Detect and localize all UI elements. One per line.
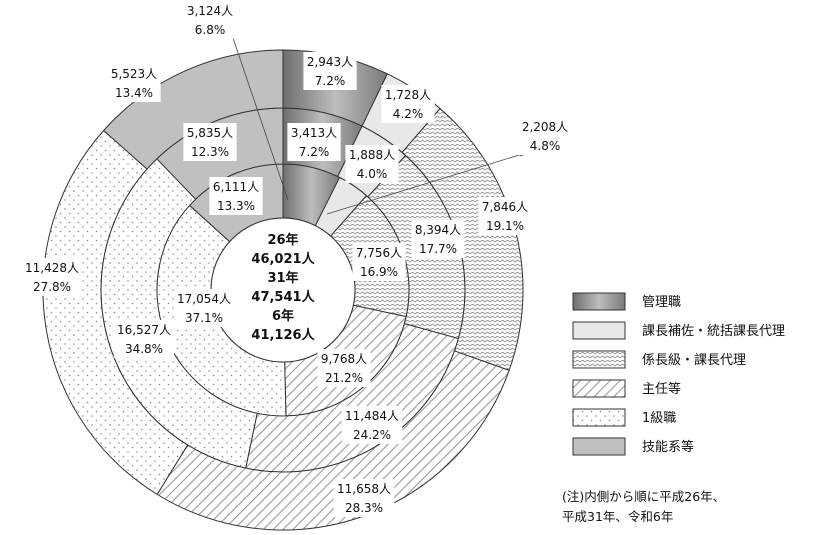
data-label-26年-4: 9,768人 21.2% bbox=[317, 349, 371, 387]
data-label-31年-3-bg bbox=[411, 220, 465, 258]
data-label-31年-6: 5,835人 12.3% bbox=[183, 123, 237, 161]
data-label-31年-5-pct: 34.8% bbox=[125, 342, 163, 356]
data-label-31年-2-bg bbox=[518, 117, 572, 155]
data-label-26年-3: 7,756人 16.9% bbox=[352, 243, 406, 281]
data-label-6年-5-pct: 27.8% bbox=[33, 280, 71, 294]
data-label-26年-4-pct: 21.2% bbox=[325, 371, 363, 385]
center-text-1: 26年 bbox=[267, 232, 298, 248]
data-label-6年-6-bg bbox=[107, 64, 161, 102]
data-label-26年-1-bg bbox=[287, 123, 341, 161]
data-label-26年-2-pct: 4.0% bbox=[357, 167, 388, 181]
data-label-31年-5-count: 16,527人 bbox=[117, 323, 171, 337]
data-label-26年-2-bg bbox=[345, 145, 399, 183]
legend-swatch-1 bbox=[572, 292, 626, 311]
data-label-26年-3-count: 7,756人 bbox=[356, 246, 402, 260]
data-label-26年-1-count: 3,413人 bbox=[291, 126, 337, 140]
data-label-26年-5-pct: 37.1% bbox=[185, 311, 223, 325]
data-label-31年-5: 16,527人 34.8% bbox=[113, 320, 175, 358]
data-label-26年-4-bg bbox=[317, 349, 371, 387]
data-label-31年-4-count: 11,484人 bbox=[345, 409, 399, 423]
data-label-6年-6-count: 5,523人 bbox=[111, 67, 157, 81]
data-label-31年-6-bg bbox=[183, 123, 237, 161]
data-label-26年-2-count: 1,888人 bbox=[349, 148, 395, 162]
data-label-26年-6-count: 6,111人 bbox=[213, 180, 259, 194]
data-label-6年-2: 1,728人 4.2% bbox=[381, 85, 435, 123]
data-label-31年-3: 8,394人 17.7% bbox=[411, 220, 465, 258]
center-text-3: 31年 bbox=[267, 270, 298, 286]
data-label-31年-4-bg bbox=[341, 406, 403, 444]
data-label-extra-pct: 6.8% bbox=[195, 23, 226, 37]
data-label-6年-6: 5,523人 13.4% bbox=[107, 64, 161, 102]
legend-swatch-3 bbox=[572, 350, 626, 369]
footnote-line-1: (注)内側から順に平成26年、 bbox=[562, 489, 725, 504]
legend-label-2: 課長補佐・統括課長代理 bbox=[642, 323, 785, 339]
data-label-6年-4-pct: 28.3% bbox=[345, 501, 383, 515]
leader-line-top bbox=[232, 37, 289, 201]
legend-label-4: 主任等 bbox=[642, 381, 681, 397]
data-label-31年-3-count: 8,394人 bbox=[415, 223, 461, 237]
legend-label-3: 係長級・課長代理 bbox=[642, 352, 746, 368]
data-label-26年-6-pct: 13.3% bbox=[217, 199, 255, 213]
data-label-6年-6-pct: 13.4% bbox=[115, 86, 153, 100]
data-label-extra-count: 3,124人 bbox=[187, 4, 233, 18]
data-label-26年-6-bg bbox=[209, 177, 263, 215]
data-label-6年-1-pct: 7.2% bbox=[315, 74, 346, 88]
footnote-line-2: 平成31年、令和6年 bbox=[562, 509, 673, 524]
data-label-31年-2-pct: 4.8% bbox=[530, 139, 561, 153]
data-label-26年-5: 17,054人 37.1% bbox=[173, 289, 235, 327]
data-label-6年-3-count: 7,846人 bbox=[482, 200, 528, 214]
data-label-31年-4-pct: 24.2% bbox=[353, 428, 391, 442]
data-label-extra-bg bbox=[183, 1, 237, 39]
data-label-26年-1-pct: 7.2% bbox=[299, 145, 330, 159]
data-label-31年-5-bg bbox=[113, 320, 175, 358]
center-text-4: 47,541人 bbox=[251, 289, 315, 305]
center-text-2: 46,021人 bbox=[251, 251, 315, 267]
data-label-6年-2-count: 1,728人 bbox=[385, 88, 431, 102]
data-label-6年-4-count: 11,658人 bbox=[337, 482, 391, 496]
data-label-6年-2-bg bbox=[381, 85, 435, 123]
data-label-6年-4-bg bbox=[333, 479, 395, 517]
data-label-6年-5-count: 11,428人 bbox=[25, 261, 79, 275]
legend-label-5: 1級職 bbox=[642, 411, 676, 426]
legend-swatch-2 bbox=[572, 321, 626, 340]
legend-label-6: 技能系等 bbox=[642, 439, 694, 455]
data-label-26年-2: 1,888人 4.0% bbox=[345, 145, 399, 183]
data-label-6年-1: 2,943人 7.2% bbox=[303, 52, 357, 90]
data-label-6年-2-pct: 4.2% bbox=[393, 107, 424, 121]
legend-label-1: 管理職 bbox=[642, 295, 681, 310]
center-text-5: 6年 bbox=[272, 308, 294, 324]
data-label-31年-3-pct: 17.7% bbox=[419, 242, 457, 256]
data-label-6年-3-pct: 19.1% bbox=[486, 219, 524, 233]
data-label-26年-1: 3,413人 7.2% bbox=[287, 123, 341, 161]
data-label-26年-5-bg bbox=[173, 289, 235, 327]
data-label-31年-2: 2,208人 4.8% bbox=[518, 117, 572, 155]
data-label-26年-3-bg bbox=[352, 243, 406, 281]
data-label-6年-3-bg bbox=[478, 197, 532, 235]
data-label-6年-5-bg bbox=[21, 258, 83, 296]
data-label-26年-6: 6,111人 13.3% bbox=[209, 177, 263, 215]
data-label-26年-3-pct: 16.9% bbox=[360, 265, 398, 279]
data-label-26年-5-count: 17,054人 bbox=[177, 292, 231, 306]
data-label-31年-6-count: 5,835人 bbox=[187, 126, 233, 140]
data-label-6年-1-bg bbox=[303, 52, 357, 90]
data-label-31年-4: 11,484人 24.2% bbox=[341, 406, 403, 444]
legend-swatch-6 bbox=[572, 437, 626, 456]
data-label-6年-1-count: 2,943人 bbox=[307, 55, 353, 69]
data-label-6年-5: 11,428人 27.8% bbox=[21, 258, 83, 296]
data-label-6年-3: 7,846人 19.1% bbox=[478, 197, 532, 235]
data-label-6年-4: 11,658人 28.3% bbox=[333, 479, 395, 517]
data-label-31年-6-pct: 12.3% bbox=[191, 145, 229, 159]
data-label-26年-4-count: 9,768人 bbox=[321, 352, 367, 366]
legend-swatch-4 bbox=[572, 379, 626, 398]
data-label-extra: 3,124人 6.8% bbox=[183, 1, 237, 39]
legend-swatch-5 bbox=[572, 408, 626, 427]
data-label-31年-2-count: 2,208人 bbox=[522, 120, 568, 134]
center-text-6: 41,126人 bbox=[251, 327, 315, 343]
